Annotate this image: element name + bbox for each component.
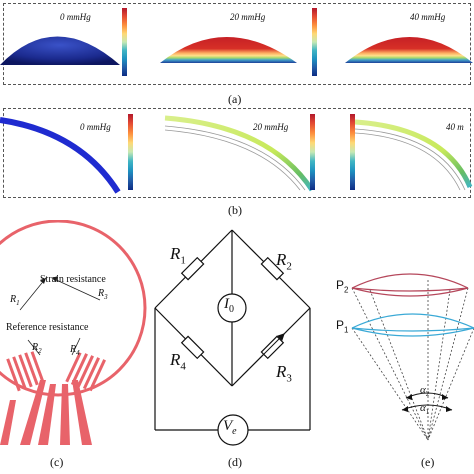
panel-c-r3-letter: R bbox=[98, 288, 105, 299]
panel-d-r4: R4 bbox=[170, 350, 186, 372]
panel-a-colorbar-0 bbox=[122, 8, 127, 76]
panel-c-r3: R3 bbox=[98, 288, 108, 301]
panel-c-r2-sub: 2 bbox=[38, 347, 42, 355]
reference-resistance-label: Reference resistance bbox=[6, 322, 89, 333]
panel-c-r1-letter: R bbox=[10, 294, 17, 305]
panel-d-r4-sub: 4 bbox=[180, 360, 186, 373]
panel-c-caption: (c) bbox=[50, 455, 64, 469]
panel-d-voltage-sub: e bbox=[232, 426, 237, 437]
panel-e-alpha1: α1 bbox=[420, 402, 429, 416]
panel-e-p2-letter: P bbox=[336, 278, 345, 292]
panel-d-r1-letter: R bbox=[170, 244, 181, 263]
panel-c-r4-sub: 4 bbox=[76, 349, 80, 357]
panel-a-dome-40 bbox=[345, 37, 473, 63]
panel-a-dome-20 bbox=[160, 37, 297, 63]
panel-e-alpha1-letter: α bbox=[420, 402, 426, 414]
panel-b-arc-40 bbox=[354, 119, 473, 191]
panel-d-voltage-letter: V bbox=[223, 418, 233, 434]
panel-a-label-40: 40 mmHg bbox=[410, 12, 446, 22]
ammeter-circle bbox=[217, 293, 247, 323]
panel-c-r2: R2 bbox=[32, 342, 42, 355]
panel-d-r2-sub: 2 bbox=[286, 260, 292, 273]
panel-d-current-letter: I bbox=[224, 296, 229, 312]
panel-c-sensor-diagram bbox=[0, 220, 147, 445]
panel-e-alpha1-sub: 1 bbox=[425, 408, 430, 417]
panel-c-r1: R1 bbox=[10, 294, 20, 307]
panel-b-label-20: 20 mmHg bbox=[253, 122, 289, 132]
panel-b-colorbar-40 bbox=[350, 114, 355, 190]
panel-d-r1-sub: 1 bbox=[180, 254, 186, 267]
panel-d-r2-letter: R bbox=[276, 250, 287, 269]
panel-b-arc-20 bbox=[164, 115, 315, 192]
panel-b-frame bbox=[3, 108, 471, 198]
resistor-r4 bbox=[180, 335, 205, 360]
panel-e-caption: (e) bbox=[421, 455, 435, 469]
panel-a-caption: (a) bbox=[228, 92, 242, 106]
strain-gauge-left bbox=[6, 351, 45, 392]
panel-e-p1-sub: 1 bbox=[344, 325, 349, 335]
panel-c-r2-letter: R bbox=[32, 342, 39, 353]
lens-p1 bbox=[351, 313, 474, 337]
resistor-r2 bbox=[260, 256, 285, 281]
panel-d-r3-letter: R bbox=[276, 362, 287, 381]
panel-b-label-0: 0 mmHg bbox=[80, 122, 111, 132]
panel-d-r3: R3 bbox=[276, 362, 292, 384]
panel-d-r3-sub: 3 bbox=[286, 372, 292, 385]
panel-e-alpha2: α2 bbox=[420, 384, 429, 398]
panel-c-r1-sub: 1 bbox=[16, 299, 20, 307]
panel-e-p1: P1 bbox=[336, 318, 348, 334]
electrode-leads bbox=[0, 380, 92, 445]
panel-d-current-sub: 0 bbox=[229, 304, 234, 315]
panel-d-bridge-circuit bbox=[154, 229, 311, 446]
panel-b-arc-0 bbox=[0, 117, 121, 194]
panel-c-r4: R4 bbox=[70, 344, 80, 357]
panel-c-r3-sub: 3 bbox=[104, 293, 108, 301]
sensor-ring bbox=[0, 220, 147, 397]
panel-b-colorbar-0 bbox=[128, 114, 133, 190]
panel-b-colorbar-20 bbox=[310, 114, 315, 190]
resistor-r1 bbox=[180, 256, 205, 281]
panel-d-current: I0 bbox=[224, 296, 234, 315]
panel-a-colorbar-20 bbox=[312, 8, 317, 76]
panel-a-label-0: 0 mmHg bbox=[60, 12, 91, 22]
panel-d-r2: R2 bbox=[276, 250, 292, 272]
resistor-r3 bbox=[260, 335, 285, 360]
panel-d-caption: (d) bbox=[228, 455, 242, 469]
strain-resistance-label: Strain resistance bbox=[40, 274, 106, 285]
panel-d-voltage: Ve bbox=[223, 418, 237, 437]
panel-d-r4-letter: R bbox=[170, 350, 181, 369]
panel-e-p1-letter: P bbox=[336, 318, 345, 332]
lens-p2 bbox=[351, 273, 469, 297]
panel-b-label-40: 40 m bbox=[446, 122, 464, 132]
panel-a-label-20: 20 mmHg bbox=[230, 12, 266, 22]
panel-e-cone-diagram bbox=[351, 273, 474, 441]
panel-a-dome-0 bbox=[0, 36, 120, 65]
panel-c-r4-letter: R bbox=[70, 344, 77, 355]
panel-d-r1: R1 bbox=[170, 244, 186, 266]
panel-e-p2: P2 bbox=[336, 278, 348, 294]
voltage-source-circle bbox=[217, 414, 249, 446]
panel-e-alpha2-letter: α bbox=[420, 384, 426, 396]
panel-a-frame bbox=[3, 3, 471, 85]
panel-e-p2-sub: 2 bbox=[344, 285, 349, 295]
panel-e-alpha2-sub: 2 bbox=[425, 390, 430, 399]
panel-b-caption: (b) bbox=[228, 203, 242, 217]
strain-gauge-right bbox=[65, 352, 106, 392]
